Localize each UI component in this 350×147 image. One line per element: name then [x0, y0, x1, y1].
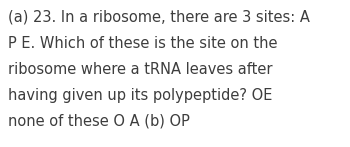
Text: having given up its polypeptide? OE: having given up its polypeptide? OE	[8, 88, 272, 103]
Text: P E. Which of these is the site on the: P E. Which of these is the site on the	[8, 36, 278, 51]
Text: ribosome where a tRNA leaves after: ribosome where a tRNA leaves after	[8, 62, 273, 77]
Text: (a) 23. In a ribosome, there are 3 sites: A: (a) 23. In a ribosome, there are 3 sites…	[8, 10, 310, 25]
Text: none of these O A (b) OP: none of these O A (b) OP	[8, 114, 190, 129]
